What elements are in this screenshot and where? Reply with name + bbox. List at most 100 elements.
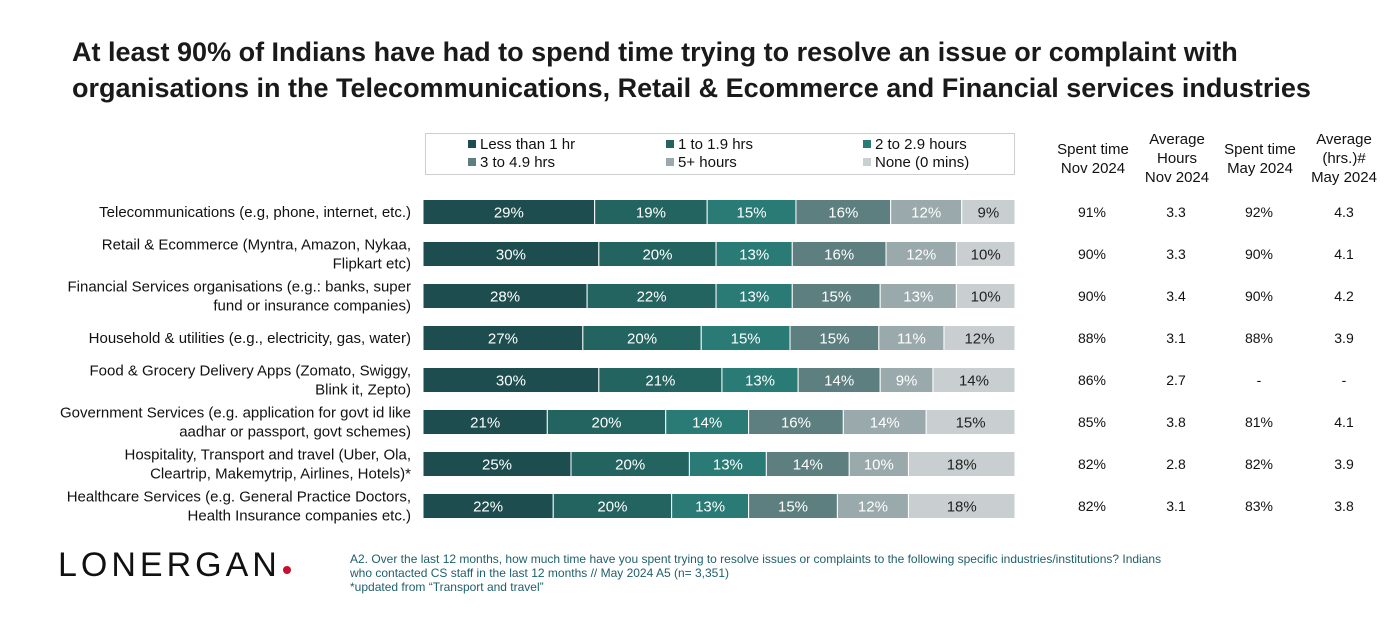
page-title: At least 90% of Indians have had to spen… [72,37,1311,103]
bar-value-label: 29% [494,205,524,222]
bar-value-label: 12% [911,205,941,222]
legend-swatch [863,158,871,166]
bar-value-label: 9% [978,205,1000,222]
table-cell-spent-nov: 90% [1077,288,1107,304]
table-cell-spent-may: - [1256,372,1262,388]
table-cell-avg-nov: 3.3 [1166,246,1186,262]
table-cell-spent-nov: 85% [1077,414,1107,430]
table-cell-avg-nov: 2.8 [1166,456,1186,472]
bar-value-label: 14% [793,457,823,474]
bar-value-label: 10% [864,457,894,474]
col-header-spent-may: Spent time May 2024 [1215,140,1305,178]
bar-value-label: 16% [824,247,854,264]
bar-segment [932,367,1016,393]
table-cell-spent-nov: 90% [1077,246,1107,262]
bar-value-label: 14% [824,373,854,390]
legend-item-2to29: 2 to 2.9 hours [863,136,967,154]
bar-segment [879,283,957,309]
bar-segment [955,283,1016,309]
bar-segment [842,409,927,435]
bar-segment [797,367,881,393]
bar-value-label: 20% [597,499,627,516]
bar-value-label: 21% [470,415,500,432]
bar-value-label: 30% [496,247,526,264]
table-cell-avg-nov: 2.7 [1166,372,1186,388]
table-cell-spent-may: 82% [1244,456,1274,472]
bar-value-label: 15% [956,415,986,432]
table-cell-spent-may: 83% [1244,498,1274,514]
category-label: Telecommunications (e.g, phone, internet… [99,204,411,221]
category-label: Government Services (e.g. application fo… [60,405,411,441]
table-cell-avg-nov: 3.4 [1166,288,1186,304]
legend-item-3to49: 3 to 4.9 hrs [468,154,555,172]
bar-value-label: 18% [947,499,977,516]
footnote-line: who contacted CS staff in the last 12 mo… [350,566,730,580]
bar-segment [552,493,673,519]
bar-segment [748,493,838,519]
bar-value-label: 15% [731,331,761,348]
bar-value-label: 9% [896,373,918,390]
bar-segment [789,325,880,351]
legend-swatch [468,158,476,166]
table-cell-avg-may: 4.1 [1334,414,1354,430]
bar-segment [955,241,1016,267]
bar-value-label: 15% [737,205,767,222]
table-cell-avg-may: 4.3 [1334,204,1354,220]
table-cell-spent-may: 90% [1244,288,1274,304]
bar-value-label: 22% [473,499,503,516]
table-cell-spent-nov: 82% [1077,498,1107,514]
brand-logo: LONERGAN [58,546,291,585]
category-label: Financial Services organisations (e.g.: … [67,279,411,315]
bar-value-label: 20% [615,457,645,474]
bar-value-label: 11% [897,331,926,348]
table-cell-spent-nov: 86% [1077,372,1107,388]
footnote: A2. Over the last 12 months, how much ti… [350,552,1270,594]
bar-segment [907,493,1016,519]
bar-value-label: 20% [592,415,622,432]
bar-value-label: 25% [482,457,512,474]
legend-item-1to19: 1 to 1.9 hrs [666,136,753,154]
table-cell-spent-may: 88% [1244,330,1274,346]
bar-value-label: 14% [692,415,722,432]
table-cell-avg-may: 3.9 [1334,330,1354,346]
bar-segment [422,283,588,309]
bar-segment [594,199,708,225]
bar-value-label: 30% [496,373,526,390]
bar-value-label: 14% [959,373,989,390]
col-header-spent-nov: Spent time Nov 2024 [1048,140,1138,178]
legend-item-lt1: Less than 1 hr [468,136,575,154]
bar-segment [879,367,934,393]
table-cell-spent-nov: 88% [1077,330,1107,346]
bar-segment [907,451,1016,477]
bar-segment [422,325,584,351]
bar-value-label: 16% [781,415,811,432]
bar-segment [706,199,797,225]
table-cell-avg-may: 3.9 [1334,456,1354,472]
bar-value-label: 13% [713,457,743,474]
bar-segment [422,451,572,477]
bar-value-label: 15% [778,499,808,516]
bar-value-label: 16% [828,205,858,222]
bar-value-label: 10% [971,289,1001,306]
bar-segment [598,241,717,267]
col-header-text: Average Hours Nov 2024 [1144,131,1210,186]
table-cell-avg-nov: 3.1 [1166,498,1186,514]
bar-value-label: 28% [490,289,520,306]
category-label: Food & Grocery Delivery Apps (Zomato, Sw… [89,363,411,399]
col-header-text: Spent time May 2024 [1224,141,1296,177]
bar-value-label: 20% [642,247,672,264]
bar-segment [836,493,909,519]
bar-value-label: 13% [695,499,725,516]
legend-swatch [666,140,674,148]
bar-value-label: 15% [821,289,851,306]
category-label: Household & utilities (e.g., electricity… [89,330,411,347]
bar-segment [795,199,892,225]
table-cell-avg-may: - [1341,372,1347,388]
footnote-line: A2. Over the last 12 months, how much ti… [350,552,1162,566]
bar-value-label: 12% [858,499,888,516]
bar-segment [890,199,963,225]
table-cell-avg-nov: 3.3 [1166,204,1186,220]
bar-segment [848,451,909,477]
chart-legend: Less than 1 hr 1 to 1.9 hrs 2 to 2.9 hou… [425,133,1015,175]
